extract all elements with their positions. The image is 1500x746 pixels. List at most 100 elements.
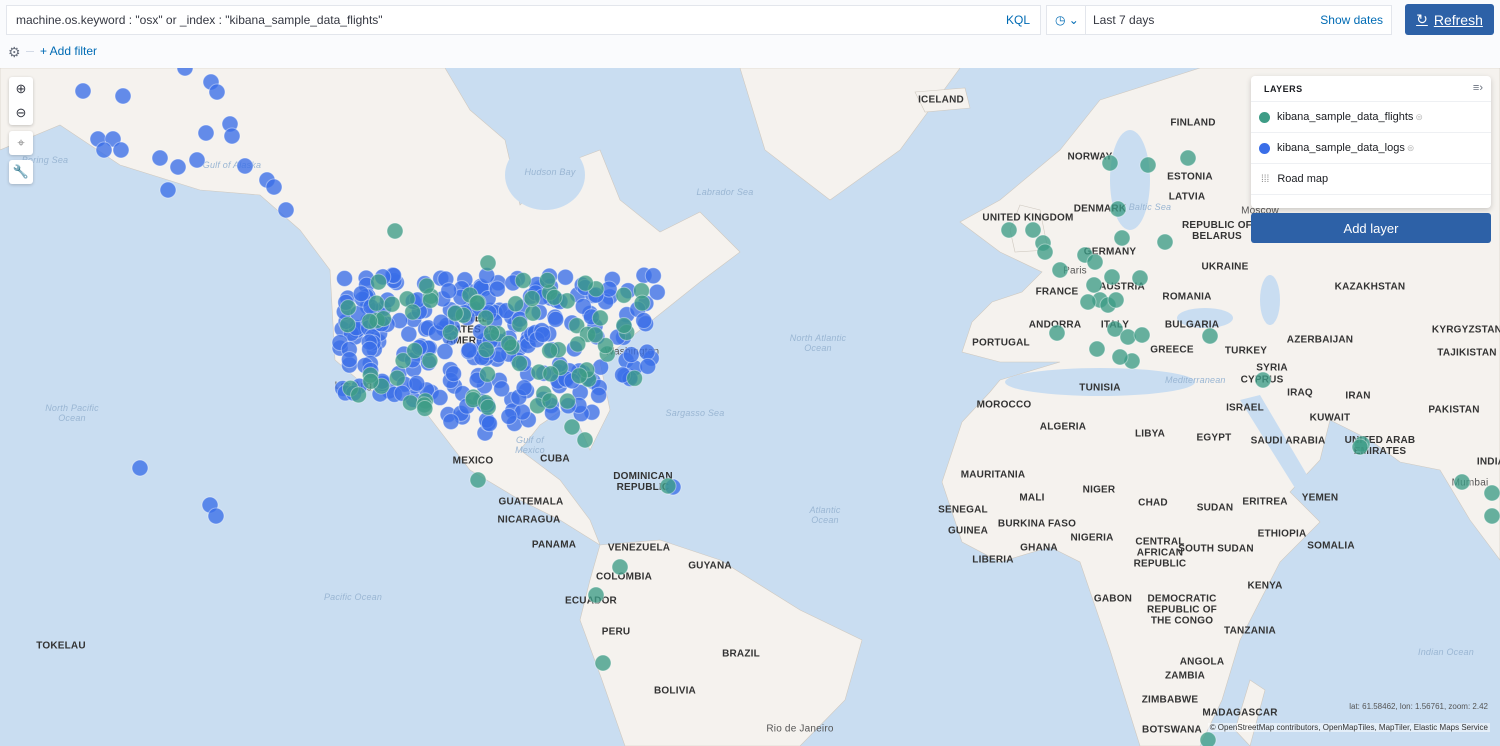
- flight-point[interactable]: [468, 294, 486, 312]
- log-point[interactable]: [112, 141, 130, 159]
- flight-point[interactable]: [477, 341, 495, 359]
- log-point[interactable]: [445, 365, 463, 383]
- flight-point[interactable]: [1101, 154, 1119, 172]
- flight-point[interactable]: [1119, 328, 1137, 346]
- flight-point[interactable]: [1113, 229, 1131, 247]
- flight-point[interactable]: [542, 365, 560, 383]
- flight-point[interactable]: [500, 334, 518, 352]
- log-point[interactable]: [442, 413, 460, 431]
- flight-point[interactable]: [611, 558, 629, 576]
- log-point[interactable]: [197, 124, 215, 142]
- log-point[interactable]: [432, 313, 450, 331]
- flight-point[interactable]: [538, 271, 556, 289]
- flight-point[interactable]: [1088, 340, 1106, 358]
- log-point[interactable]: [480, 415, 498, 433]
- log-point[interactable]: [336, 269, 354, 287]
- flight-point[interactable]: [1139, 156, 1157, 174]
- log-point[interactable]: [151, 149, 169, 167]
- log-point[interactable]: [159, 181, 177, 199]
- flight-point[interactable]: [1109, 200, 1127, 218]
- flight-point[interactable]: [442, 323, 460, 341]
- query-input[interactable]: machine.os.keyword : "osx" or _index : "…: [6, 5, 1041, 35]
- flight-point[interactable]: [626, 369, 644, 387]
- flight-point[interactable]: [633, 294, 651, 312]
- attribution[interactable]: © OpenStreetMap contributors, OpenMapTil…: [1207, 723, 1490, 732]
- flight-point[interactable]: [511, 354, 529, 372]
- log-point[interactable]: [169, 158, 187, 176]
- flight-point[interactable]: [615, 316, 633, 334]
- flight-point[interactable]: [1179, 149, 1197, 167]
- flight-point[interactable]: [421, 352, 439, 370]
- flight-point[interactable]: [1036, 243, 1054, 261]
- log-point[interactable]: [635, 312, 653, 330]
- flight-point[interactable]: [406, 342, 424, 360]
- flight-point[interactable]: [570, 367, 588, 385]
- gear-icon[interactable]: ⚙: [8, 44, 21, 60]
- flight-point[interactable]: [541, 342, 559, 360]
- flight-point[interactable]: [615, 286, 633, 304]
- log-point[interactable]: [547, 310, 565, 328]
- flight-point[interactable]: [576, 431, 594, 449]
- flight-point[interactable]: [1131, 269, 1149, 287]
- log-point[interactable]: [648, 283, 666, 301]
- layer-flights[interactable]: kibana_sample_data_flights ⊜: [1251, 102, 1491, 133]
- flight-point[interactable]: [416, 400, 434, 418]
- log-point[interactable]: [188, 151, 206, 169]
- log-point[interactable]: [440, 282, 458, 300]
- flight-point[interactable]: [1106, 320, 1124, 338]
- flight-point[interactable]: [477, 309, 495, 327]
- flight-point[interactable]: [597, 337, 615, 355]
- flight-point[interactable]: [523, 290, 541, 308]
- flight-point[interactable]: [524, 304, 542, 322]
- log-point[interactable]: [644, 267, 662, 285]
- log-point[interactable]: [436, 343, 454, 361]
- flight-point[interactable]: [511, 315, 529, 333]
- flight-point[interactable]: [483, 324, 501, 342]
- flight-point[interactable]: [587, 586, 605, 604]
- flight-point[interactable]: [569, 335, 587, 353]
- flight-point[interactable]: [591, 309, 609, 327]
- flight-point[interactable]: [362, 372, 380, 390]
- zoom-out-icon[interactable]: ⊖: [15, 105, 27, 120]
- flight-point[interactable]: [558, 392, 576, 410]
- log-point[interactable]: [431, 389, 449, 407]
- layer-road-map[interactable]: ⁞⁞⁞ Road map: [1251, 164, 1491, 195]
- log-point[interactable]: [400, 325, 418, 343]
- log-point[interactable]: [408, 374, 426, 392]
- flight-point[interactable]: [514, 271, 532, 289]
- flight-point[interactable]: [1051, 261, 1069, 279]
- log-point[interactable]: [556, 268, 574, 286]
- flight-point[interactable]: [1085, 276, 1103, 294]
- log-point[interactable]: [236, 157, 254, 175]
- flight-point[interactable]: [383, 295, 401, 313]
- quick-range[interactable]: Last 7 days: [1093, 13, 1155, 27]
- log-point[interactable]: [639, 357, 657, 375]
- flight-point[interactable]: [421, 291, 439, 309]
- flight-point[interactable]: [1107, 291, 1125, 309]
- log-point[interactable]: [74, 82, 92, 100]
- log-point[interactable]: [176, 68, 194, 77]
- flight-point[interactable]: [507, 295, 525, 313]
- flight-point[interactable]: [386, 222, 404, 240]
- flight-point[interactable]: [361, 312, 379, 330]
- flight-point[interactable]: [1024, 221, 1042, 239]
- log-point[interactable]: [265, 178, 283, 196]
- collapse-icon[interactable]: ≡›: [1472, 82, 1483, 94]
- flight-point[interactable]: [545, 288, 563, 306]
- flight-point[interactable]: [1086, 253, 1104, 271]
- show-dates-link[interactable]: Show dates: [1320, 13, 1383, 27]
- flight-point[interactable]: [374, 310, 392, 328]
- add-layer-button[interactable]: Add layer: [1251, 213, 1491, 243]
- log-point[interactable]: [95, 141, 113, 159]
- flight-point[interactable]: [388, 369, 406, 387]
- log-point[interactable]: [361, 340, 379, 358]
- log-point[interactable]: [223, 127, 241, 145]
- fit-to-data-button[interactable]: ⌖: [9, 131, 33, 155]
- log-point[interactable]: [500, 407, 518, 425]
- flight-point[interactable]: [586, 326, 604, 344]
- log-point[interactable]: [638, 343, 656, 361]
- flight-point[interactable]: [418, 277, 436, 295]
- log-point[interactable]: [460, 341, 478, 359]
- flight-point[interactable]: [1483, 507, 1500, 525]
- calendar-clock-icon[interactable]: ◷ ⌄: [1055, 13, 1079, 27]
